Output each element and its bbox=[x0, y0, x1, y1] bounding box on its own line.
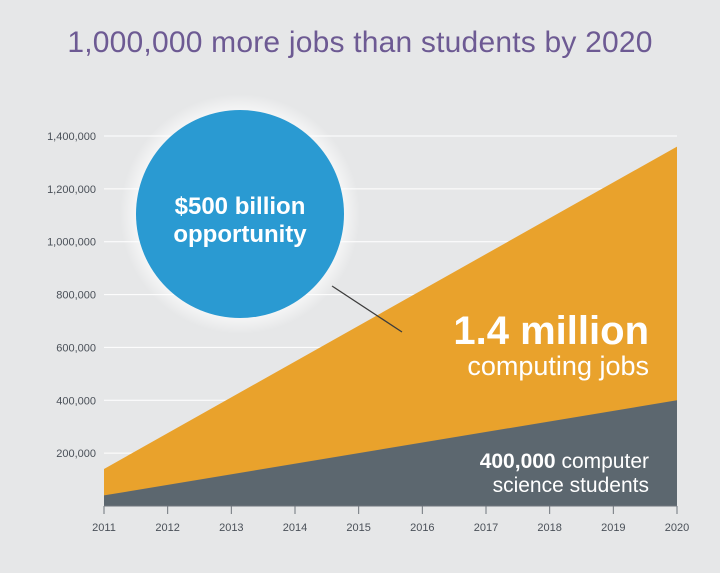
students-label-line-1: 400,000 computer bbox=[480, 450, 649, 473]
x-tick-label: 2018 bbox=[537, 522, 561, 534]
area-computer-science-students bbox=[104, 400, 677, 506]
y-tick-label: 1,000,000 bbox=[47, 237, 96, 249]
x-tick-label: 2019 bbox=[601, 522, 625, 534]
area-computing-jobs bbox=[104, 146, 677, 507]
x-tick-label: 2013 bbox=[219, 522, 243, 534]
x-tick-label: 2020 bbox=[665, 522, 689, 534]
y-tick-label: 800,000 bbox=[56, 290, 96, 302]
x-tick-label: 2016 bbox=[410, 522, 434, 534]
y-tick-label: 1,200,000 bbox=[47, 184, 96, 196]
plot-areas bbox=[104, 146, 677, 507]
y-tick-label: 200,000 bbox=[56, 448, 96, 460]
x-tick-label: 2015 bbox=[346, 522, 370, 534]
students-label-line-2: science students bbox=[493, 474, 649, 497]
callout-bubble bbox=[136, 110, 344, 318]
x-tick-label: 2011 bbox=[92, 522, 116, 534]
callout-line-1: $500 billion bbox=[175, 193, 306, 220]
y-tick-label: 600,000 bbox=[56, 342, 96, 354]
x-tick-label: 2017 bbox=[474, 522, 498, 534]
jobs-label-big: 1.4 million bbox=[453, 309, 649, 353]
y-tick-label: 1,400,000 bbox=[47, 131, 96, 143]
students-label-number: 400,000 bbox=[480, 450, 556, 473]
x-axis: 2011 2012 2013 2014 2015 2016 2017 2018 2019 2020 bbox=[92, 505, 689, 534]
x-tick-label: 2014 bbox=[283, 522, 307, 534]
callout-line-2: opportunity bbox=[173, 221, 307, 248]
x-tick-label: 2012 bbox=[155, 522, 179, 534]
y-axis: 200,000 400,000 600,000 800,000 1,000,000 1,2… bbox=[47, 131, 96, 460]
jobs-label-sub: computing jobs bbox=[467, 351, 649, 381]
callout-leader-line bbox=[331, 285, 403, 333]
chart-title: 1,000,000 more jobs than students by 202… bbox=[67, 26, 653, 59]
students-label-rest: computer bbox=[556, 450, 649, 473]
y-tick-label: 400,000 bbox=[56, 395, 96, 407]
